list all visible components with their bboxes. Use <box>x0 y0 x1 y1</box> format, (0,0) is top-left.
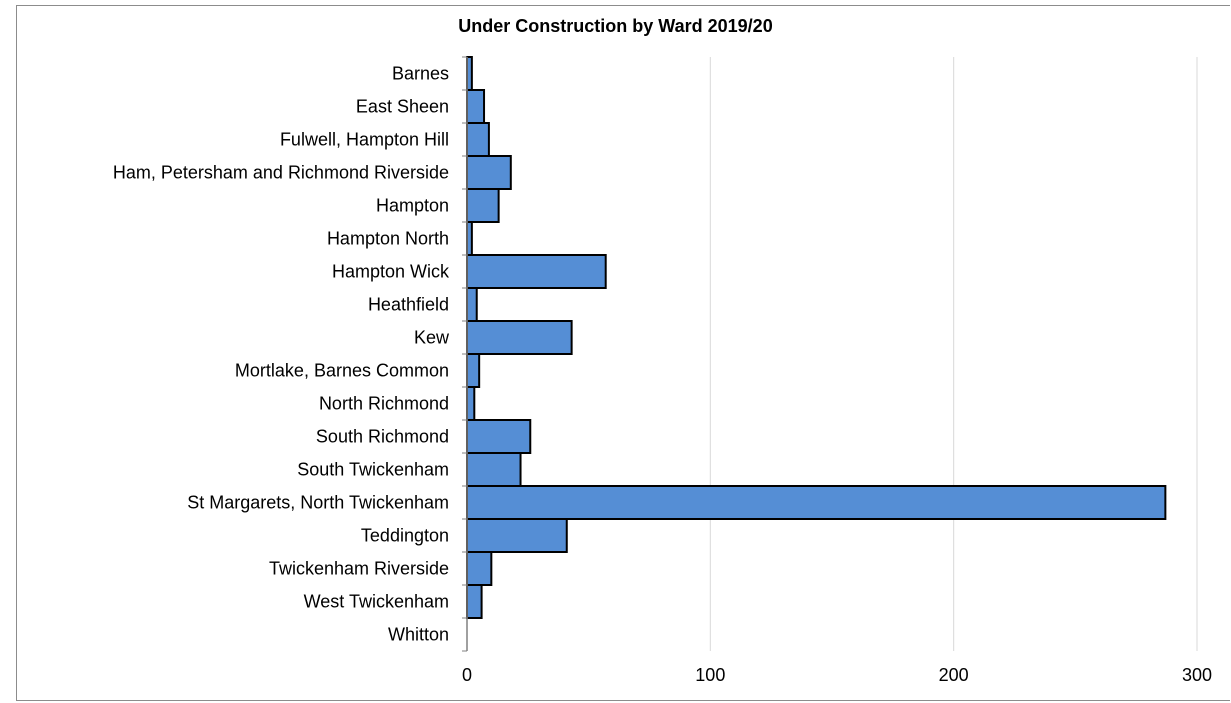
category-label: St Margarets, North Twickenham <box>187 493 449 513</box>
bar <box>466 254 607 289</box>
category-label: Teddington <box>361 526 449 546</box>
category-label: West Twickenham <box>304 592 449 612</box>
bar <box>466 386 476 421</box>
bar <box>466 122 490 157</box>
bar <box>466 188 500 223</box>
category-label: Heathfield <box>368 295 449 315</box>
x-tick-label: 200 <box>939 665 969 685</box>
bar <box>466 320 573 355</box>
bar <box>466 452 522 487</box>
bar <box>466 485 1167 520</box>
category-label: Whitton <box>388 625 449 645</box>
bar <box>466 155 512 190</box>
bars <box>466 56 1167 619</box>
category-label: East Sheen <box>356 97 449 117</box>
chart-frame <box>16 5 1230 701</box>
bar <box>466 518 568 553</box>
category-label: Hampton <box>376 196 449 216</box>
category-label: South Twickenham <box>297 460 449 480</box>
grid-lines <box>709 57 1198 651</box>
category-labels: Barnes East Sheen Fulwell, Hampton Hill Ham… <box>113 64 450 645</box>
tick-labels: 0 100 200 300 <box>462 665 1212 685</box>
category-label: Hampton North <box>327 229 449 249</box>
x-tick-label: 300 <box>1182 665 1212 685</box>
bar <box>466 287 478 322</box>
bar <box>466 584 483 619</box>
bar <box>466 551 493 586</box>
x-tick-label: 100 <box>695 665 725 685</box>
category-label: North Richmond <box>319 394 449 414</box>
category-label: Hampton Wick <box>332 262 450 282</box>
bar <box>466 353 481 388</box>
category-label: Kew <box>414 328 450 348</box>
category-label: South Richmond <box>316 427 449 447</box>
chart-title: Under Construction by Ward 2019/20 <box>458 16 773 36</box>
axes <box>462 56 468 652</box>
category-label: Ham, Petersham and Richmond Riverside <box>113 163 449 183</box>
category-label: Barnes <box>392 64 449 84</box>
x-tick-label: 0 <box>462 665 472 685</box>
category-label: Twickenham Riverside <box>269 559 449 579</box>
category-label: Mortlake, Barnes Common <box>235 361 449 381</box>
bar <box>466 89 486 124</box>
bar <box>466 419 532 454</box>
category-label: Fulwell, Hampton Hill <box>280 130 449 150</box>
